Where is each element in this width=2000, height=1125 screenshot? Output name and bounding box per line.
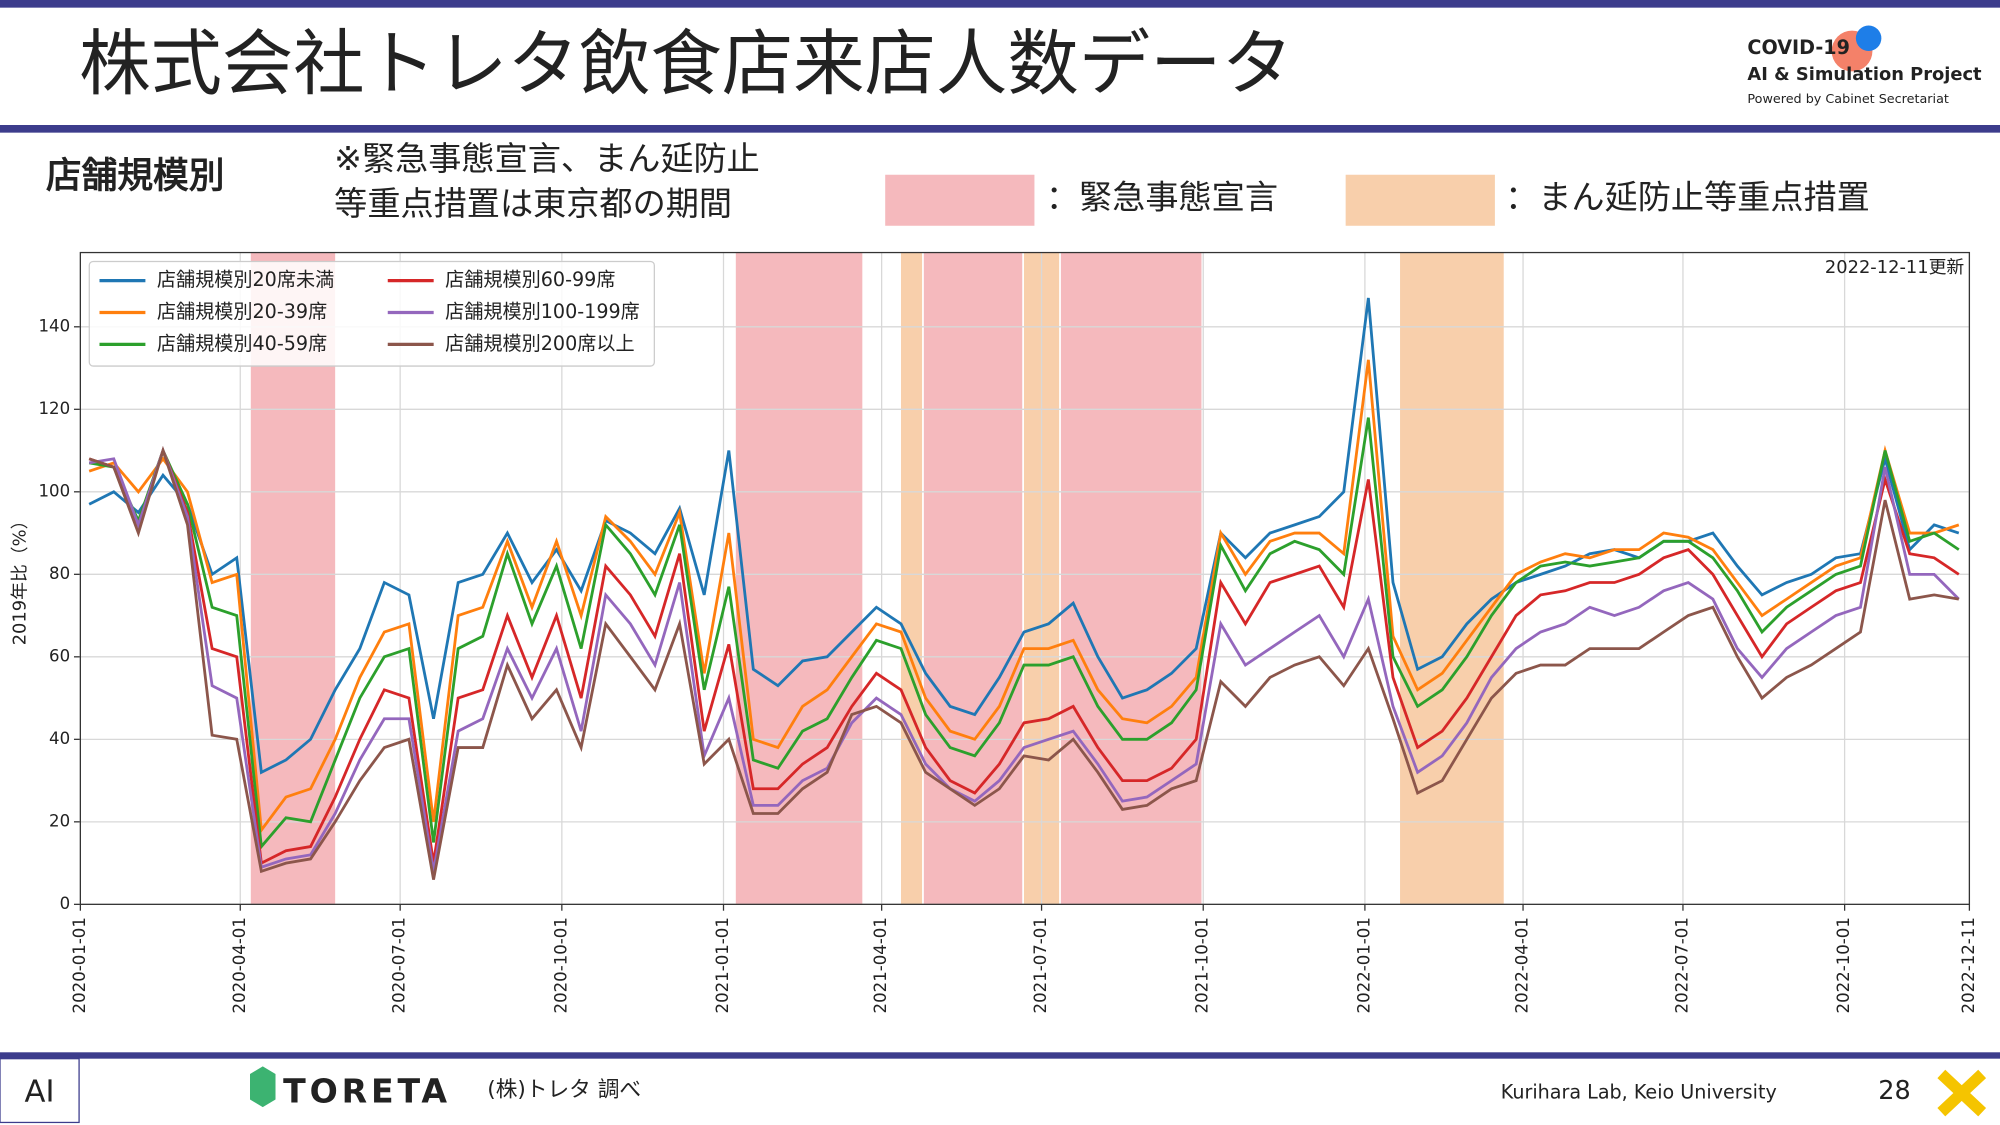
x-tick-label: 2021-01-01 <box>713 917 732 1013</box>
x-tick-label: 2020-07-01 <box>390 917 409 1013</box>
footer-bar <box>0 1052 2000 1059</box>
y-tick-label: 40 <box>49 729 70 748</box>
x-tick-label: 2021-10-01 <box>1193 917 1212 1013</box>
logo-text: Powered by Cabinet Secretariat <box>1747 92 1948 107</box>
plot: 0 20 40 60 80 100 120 140 2020-01-01 2020-04-01 20… <box>9 251 1978 1013</box>
series-line <box>88 445 1960 880</box>
x-tick-label: 2020-01-01 <box>70 917 89 1013</box>
period-band <box>923 252 1023 905</box>
page-number: 28 <box>1878 1076 1910 1106</box>
x-tick-label: 2022-10-01 <box>1834 917 1853 1013</box>
period-band <box>735 252 863 905</box>
legend-label: 店舗規模別20席未満 <box>157 268 334 291</box>
y-tick-label: 120 <box>38 399 70 418</box>
x-tick-label: 2022-12-11 <box>1959 917 1978 1013</box>
annotation: 2022-12-11更新 <box>1825 257 1965 278</box>
legend-label: 店舗規模別100-199席 <box>445 300 640 323</box>
legend-label: 店舗規模別200席以上 <box>445 332 635 355</box>
key-swatch <box>1345 174 1495 226</box>
series-line <box>88 417 1960 850</box>
legend-label: 店舗規模別40-59席 <box>157 332 327 355</box>
key-swatch <box>885 174 1035 226</box>
x-tick-label: 2022-07-01 <box>1672 917 1691 1013</box>
logo-text: COVID-19 <box>1747 36 1849 59</box>
header-bar <box>0 125 2000 133</box>
x-tick-label: 2022-04-01 <box>1513 917 1532 1013</box>
y-tick-label: 0 <box>60 894 71 913</box>
y-tick-label: 100 <box>38 481 70 500</box>
logo-dot <box>1855 25 1882 52</box>
key-label: ：緊急事態宣言 <box>1046 177 1278 216</box>
x-tick-label: 2022-01-01 <box>1354 917 1373 1013</box>
period-band <box>1060 252 1202 905</box>
slide-title: 株式会社トレタ飲食店来店人数データ <box>79 22 1293 105</box>
source: (株)トレタ 調べ <box>487 1078 641 1103</box>
lab-logo-text: AI <box>25 1075 55 1110</box>
x-tick-label: 2021-07-01 <box>1031 917 1050 1013</box>
series-line <box>88 446 1960 872</box>
brand-icon <box>250 1066 276 1108</box>
y-tick-label: 80 <box>49 564 70 583</box>
y-tick-label: 20 <box>49 811 70 830</box>
note: 等重点措置は東京都の期間 <box>334 184 732 223</box>
top-bar <box>0 0 2000 8</box>
logo-text: AI & Simulation Project <box>1747 64 1982 85</box>
y-tick-label: 60 <box>49 646 70 665</box>
lab-logo <box>0 1058 80 1124</box>
legend-box <box>88 260 655 367</box>
period-band <box>1400 252 1504 905</box>
legend-label: 店舗規模別60-99席 <box>445 268 615 291</box>
x-tick-label: 2021-04-01 <box>871 917 890 1013</box>
plot-frame <box>79 251 1971 905</box>
key-label: ：まん延防止等重点措置 <box>1505 177 1870 216</box>
series-line <box>88 446 1960 866</box>
corner-logo <box>1937 1069 1987 1117</box>
y-tick-label: 140 <box>38 316 70 335</box>
section-title: 店舗規模別 <box>46 155 225 196</box>
legend-label: 店舗規模別20-39席 <box>157 300 327 323</box>
period-band <box>900 252 923 905</box>
lab-name: Kurihara Lab, Keio University <box>1501 1081 1777 1104</box>
x-tick-label: 2020-04-01 <box>230 917 249 1013</box>
series-line <box>88 359 1960 834</box>
note: ※緊急事態宣言、まん延防止 <box>334 139 760 178</box>
brand: TORETA <box>283 1072 451 1111</box>
y-axis-label: 2019年比（%） <box>9 512 30 646</box>
x-tick-label: 2020-10-01 <box>551 917 570 1013</box>
